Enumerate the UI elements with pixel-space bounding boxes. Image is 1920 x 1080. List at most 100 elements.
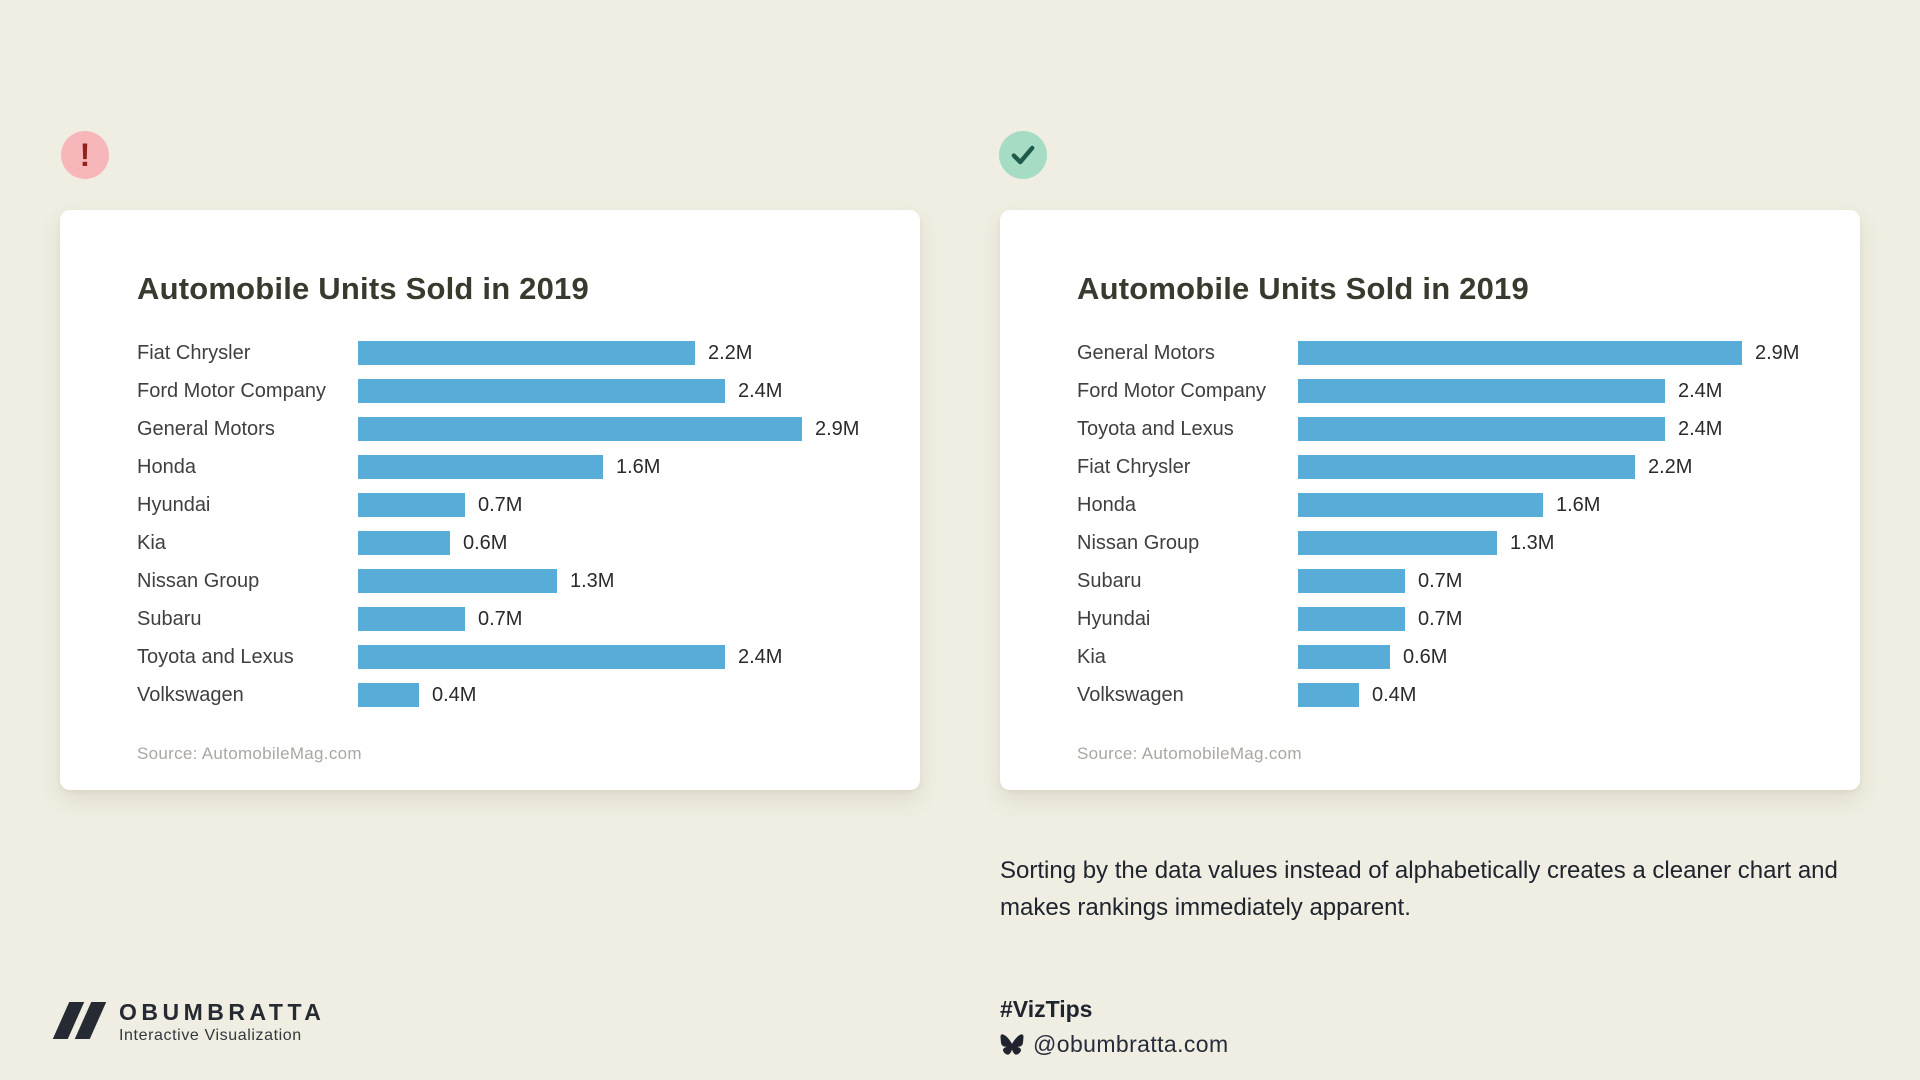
category-label: General Motors bbox=[137, 417, 275, 440]
chart-row: General Motors 2.9M bbox=[1077, 334, 1820, 372]
chart-row: Subaru 0.7M bbox=[1077, 562, 1820, 600]
brand-tagline: Interactive Visualization bbox=[119, 1027, 302, 1044]
value-label: 1.3M bbox=[1510, 531, 1555, 554]
approved-badge bbox=[999, 131, 1047, 179]
check-icon bbox=[1011, 145, 1035, 165]
bar bbox=[1298, 607, 1405, 631]
bar bbox=[1298, 493, 1543, 517]
chart-row: Volkswagen 0.4M bbox=[137, 676, 880, 714]
chart-row: Hyundai 0.7M bbox=[1077, 600, 1820, 638]
chart-row: Kia 0.6M bbox=[137, 524, 880, 562]
category-label: Toyota and Lexus bbox=[1077, 417, 1234, 440]
chart-row: Nissan Group 1.3M bbox=[1077, 524, 1820, 562]
bar bbox=[1298, 455, 1635, 479]
bluesky-butterfly-icon bbox=[1000, 1034, 1024, 1055]
value-label: 2.4M bbox=[738, 645, 783, 668]
category-label: Kia bbox=[137, 531, 166, 554]
chart-row: Kia 0.6M bbox=[1077, 638, 1820, 676]
category-label: Fiat Chrysler bbox=[137, 341, 251, 364]
value-label: 0.6M bbox=[1403, 645, 1448, 668]
value-label: 2.9M bbox=[1755, 341, 1800, 364]
chart-row: Volkswagen 0.4M bbox=[1077, 676, 1820, 714]
chart-row: Honda 1.6M bbox=[137, 448, 880, 486]
category-label: Toyota and Lexus bbox=[137, 645, 294, 668]
bar bbox=[358, 341, 695, 365]
value-label: 2.9M bbox=[815, 417, 860, 440]
category-label: Volkswagen bbox=[137, 683, 244, 706]
value-label: 1.6M bbox=[616, 455, 661, 478]
bar bbox=[358, 379, 725, 403]
double-slash-icon bbox=[52, 1002, 107, 1039]
category-label: Subaru bbox=[1077, 569, 1142, 592]
chart-card-alphabetical: Automobile Units Sold in 2019 Fiat Chrys… bbox=[60, 210, 920, 790]
value-label: 0.7M bbox=[1418, 607, 1463, 630]
source-note: Source: AutomobileMag.com bbox=[137, 744, 362, 763]
chart-card-sorted: Automobile Units Sold in 2019 General Mo… bbox=[1000, 210, 1860, 790]
chart-row: Honda 1.6M bbox=[1077, 486, 1820, 524]
bar bbox=[358, 645, 725, 669]
value-label: 1.6M bbox=[1556, 493, 1601, 516]
category-label: Hyundai bbox=[137, 493, 211, 516]
category-label: Nissan Group bbox=[1077, 531, 1200, 554]
bar-chart: Fiat Chrysler 2.2M Ford Motor Company 2.4M G… bbox=[137, 334, 880, 714]
category-label: Ford Motor Company bbox=[1077, 379, 1266, 402]
chart-row: Subaru 0.7M bbox=[137, 600, 880, 638]
bar bbox=[358, 493, 465, 517]
value-label: 0.4M bbox=[1372, 683, 1417, 706]
category-label: Nissan Group bbox=[137, 569, 260, 592]
warning-badge: ! bbox=[61, 131, 109, 179]
bluesky-handle: @obumbratta.com bbox=[1033, 1031, 1229, 1057]
category-label: General Motors bbox=[1077, 341, 1215, 364]
bar bbox=[358, 569, 557, 593]
bar bbox=[1298, 379, 1665, 403]
value-label: 0.7M bbox=[478, 607, 523, 630]
category-label: Subaru bbox=[137, 607, 202, 630]
category-label: Fiat Chrysler bbox=[1077, 455, 1191, 478]
chart-row: Ford Motor Company 2.4M bbox=[137, 372, 880, 410]
category-label: Hyundai bbox=[1077, 607, 1151, 630]
category-label: Kia bbox=[1077, 645, 1106, 668]
bar bbox=[1298, 645, 1390, 669]
category-label: Honda bbox=[1077, 493, 1136, 516]
value-label: 2.4M bbox=[1678, 379, 1723, 402]
bar bbox=[358, 531, 450, 555]
bar bbox=[358, 455, 603, 479]
chart-row: Fiat Chrysler 2.2M bbox=[137, 334, 880, 372]
chart-row: Toyota and Lexus 2.4M bbox=[137, 638, 880, 676]
bar bbox=[358, 607, 465, 631]
category-label: Honda bbox=[137, 455, 196, 478]
exclamation-icon: ! bbox=[79, 136, 91, 173]
chart-row: Ford Motor Company 2.4M bbox=[1077, 372, 1820, 410]
value-label: 0.6M bbox=[463, 531, 508, 554]
chart-title: Automobile Units Sold in 2019 bbox=[137, 271, 589, 306]
category-label: Ford Motor Company bbox=[137, 379, 326, 402]
hashtag: #VizTips bbox=[1000, 996, 1093, 1022]
brand-name: OBUMBRATTA bbox=[119, 999, 326, 1025]
value-label: 1.3M bbox=[570, 569, 615, 592]
bar bbox=[1298, 531, 1497, 555]
bar-chart: General Motors 2.9M Ford Motor Company 2.4M… bbox=[1077, 334, 1820, 714]
brand-logo: OBUMBRATTA Interactive Visualization bbox=[52, 999, 326, 1045]
bar bbox=[358, 683, 419, 707]
social-footer: #VizTips @obumbratta.com bbox=[1000, 996, 1229, 1058]
source-note: Source: AutomobileMag.com bbox=[1077, 744, 1302, 763]
bluesky-handle-row: @obumbratta.com bbox=[1000, 1031, 1229, 1058]
bar bbox=[358, 417, 802, 441]
value-label: 2.4M bbox=[738, 379, 783, 402]
value-label: 0.7M bbox=[478, 493, 523, 516]
chart-row: Fiat Chrysler 2.2M bbox=[1077, 448, 1820, 486]
chart-title: Automobile Units Sold in 2019 bbox=[1077, 271, 1529, 306]
tip-caption: Sorting by the data values instead of al… bbox=[1000, 857, 1838, 921]
chart-row: Nissan Group 1.3M bbox=[137, 562, 880, 600]
bar bbox=[1298, 683, 1359, 707]
chart-row: Hyundai 0.7M bbox=[137, 486, 880, 524]
bar bbox=[1298, 341, 1742, 365]
bar bbox=[1298, 569, 1405, 593]
chart-row: Toyota and Lexus 2.4M bbox=[1077, 410, 1820, 448]
category-label: Volkswagen bbox=[1077, 683, 1184, 706]
value-label: 2.2M bbox=[1648, 455, 1693, 478]
value-label: 2.2M bbox=[708, 341, 753, 364]
bar bbox=[1298, 417, 1665, 441]
value-label: 0.4M bbox=[432, 683, 477, 706]
